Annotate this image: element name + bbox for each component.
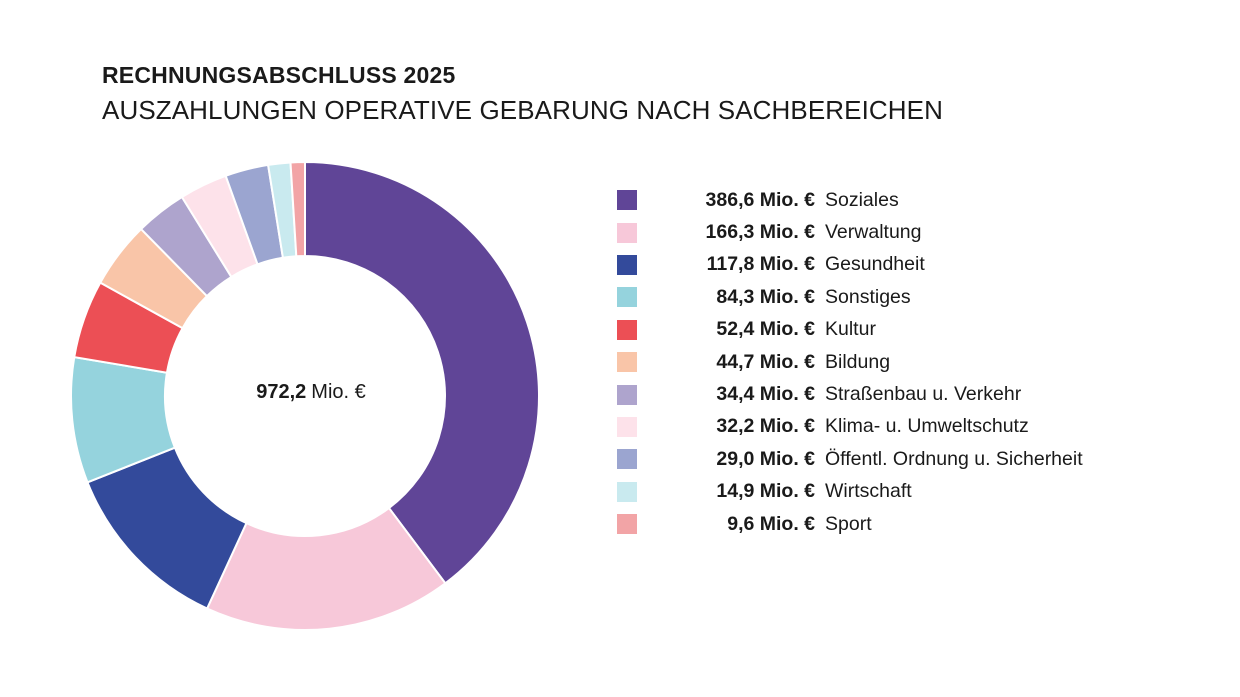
legend-swatch xyxy=(617,416,637,437)
legend-label: Bildung xyxy=(825,350,891,373)
legend-item: 117,8 Mio. € Gesundheit xyxy=(617,249,1083,281)
legend-swatch xyxy=(617,287,637,308)
donut-slice-0 xyxy=(304,160,540,585)
legend-item: 29,0 Mio. € Öffentl. Ordnung u. Sicherhei… xyxy=(617,443,1083,475)
donut-center-total: 972,2 Mio. € xyxy=(256,381,366,403)
legend-swatch xyxy=(617,449,637,470)
donut-slice-10 xyxy=(289,160,306,258)
legend-item: 44,7 Mio. € Bildung xyxy=(617,346,1083,378)
legend-value: 117,8 Mio. € xyxy=(706,253,815,276)
legend-swatch xyxy=(617,254,637,275)
legend-value: 9,6 Mio. € xyxy=(727,512,815,535)
legend-item: 166,3 Mio. € Verwaltung xyxy=(617,216,1083,248)
donut-chart: 972,2 Mio. € xyxy=(70,160,540,631)
legend-swatch xyxy=(617,481,637,502)
legend-item: 32,2 Mio. € Klima- u. Umweltschutz xyxy=(617,411,1083,443)
legend-label: Klima- u. Umweltschutz xyxy=(825,415,1029,438)
legend-value: 14,9 Mio. € xyxy=(716,480,815,503)
legend-swatch xyxy=(617,319,637,340)
legend: 386,6 Mio. € Soziales 166,3 Mio. € Verwaltu… xyxy=(617,184,1083,540)
legend-value: 166,3 Mio. € xyxy=(705,221,815,244)
legend-item: 52,4 Mio. € Kultur xyxy=(617,314,1083,346)
donut-total-value: 972,2 xyxy=(256,381,306,403)
legend-item: 9,6 Mio. € Sport xyxy=(617,508,1083,540)
legend-label: Gesundheit xyxy=(825,253,925,276)
legend-item: 84,3 Mio. € Sonstiges xyxy=(617,281,1083,313)
legend-label: Sonstiges xyxy=(825,285,911,308)
donut-total-unit: Mio. € xyxy=(311,381,365,403)
chart-subtitle: AUSZAHLUNGEN OPERATIVE GEBARUNG NACH SAC… xyxy=(102,95,943,125)
legend-value: 386,6 Mio. € xyxy=(705,188,815,211)
legend-swatch xyxy=(617,514,637,535)
legend-swatch xyxy=(617,190,637,211)
legend-value: 52,4 Mio. € xyxy=(716,318,815,341)
legend-swatch xyxy=(617,352,637,373)
legend-value: 32,2 Mio. € xyxy=(716,415,815,438)
donut-slices xyxy=(70,160,540,631)
chart-title: RECHNUNGSABSCHLUSS 2025 xyxy=(102,62,456,88)
legend-value: 29,0 Mio. € xyxy=(716,447,815,470)
legend-item: 34,4 Mio. € Straßenbau u. Verkehr xyxy=(617,378,1083,410)
legend-label: Öffentl. Ordnung u. Sicherheit xyxy=(825,447,1083,470)
legend-item: 14,9 Mio. € Wirtschaft xyxy=(617,476,1083,508)
legend-item: 386,6 Mio. € Soziales xyxy=(617,184,1083,216)
legend-swatch xyxy=(617,384,637,405)
legend-label: Verwaltung xyxy=(825,221,922,244)
legend-swatch xyxy=(617,222,637,243)
legend-label: Kultur xyxy=(825,318,876,341)
legend-label: Straßenbau u. Verkehr xyxy=(825,383,1022,406)
legend-label: Wirtschaft xyxy=(825,480,912,503)
legend-label: Sport xyxy=(825,512,872,535)
legend-value: 84,3 Mio. € xyxy=(716,285,815,308)
legend-value: 44,7 Mio. € xyxy=(716,350,815,373)
legend-label: Soziales xyxy=(825,188,899,211)
legend-value: 34,4 Mio. € xyxy=(716,383,815,406)
